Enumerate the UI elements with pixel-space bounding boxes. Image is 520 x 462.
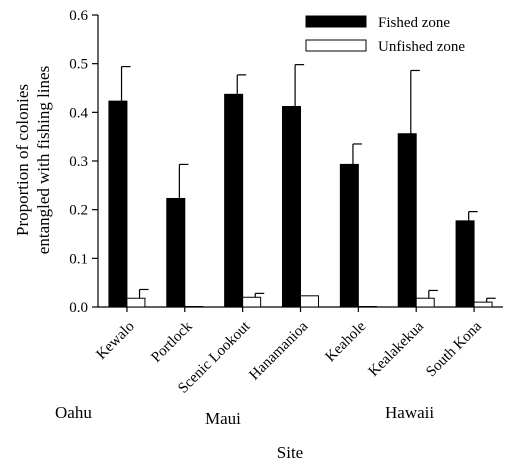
- y-tick-label: 0.3: [69, 154, 88, 170]
- island-label: Hawaii: [385, 403, 434, 422]
- y-axis-title-line-1: Proportion of colonies: [13, 84, 32, 236]
- y-axis-title-line-2: entangled with fishing lines: [34, 66, 53, 254]
- bar-fished: [455, 220, 475, 308]
- y-tick-label: 0.6: [69, 8, 88, 24]
- bar-unfished: [473, 301, 493, 308]
- island-label: Oahu: [55, 403, 92, 422]
- bar-fished: [397, 133, 417, 308]
- legend: Fished zone Unfished zone: [305, 15, 465, 55]
- bar-fished: [224, 93, 244, 308]
- bar-unfished: [126, 297, 146, 308]
- bar-unfished: [184, 306, 204, 308]
- y-axis: 0.0 0.1 0.2 0.3 0.4 0.5 0.6: [69, 8, 99, 316]
- bar-unfished: [415, 297, 435, 308]
- y-tick-label: 0.4: [69, 105, 88, 121]
- island-label: Maui: [205, 409, 241, 428]
- legend-swatch: [305, 15, 367, 28]
- legend-label: Unfished zone: [378, 39, 465, 55]
- bar-unfished: [300, 295, 319, 308]
- x-tick-label: Portlock: [148, 318, 196, 366]
- x-tick-label: Keahole: [323, 318, 370, 365]
- bar-fished: [108, 100, 128, 308]
- bar-unfished: [357, 306, 377, 308]
- y-tick-label: 0.2: [69, 203, 88, 219]
- bar-fished: [282, 105, 301, 308]
- island-group-labels: Oahu Maui Hawaii: [55, 403, 434, 428]
- x-tick-label: Kewalo: [93, 319, 137, 363]
- x-tick-label: Kealakekua: [366, 318, 428, 380]
- y-tick-label: 0.5: [69, 57, 88, 73]
- y-tick-label: 0.1: [69, 251, 88, 267]
- plot-area: [108, 64, 496, 308]
- legend-swatch: [305, 39, 367, 52]
- bar-unfished: [242, 296, 262, 308]
- x-tick-label: Hanamanioa: [246, 318, 311, 383]
- y-axis-title: Proportion of colonies entangled with fi…: [13, 66, 53, 254]
- bar-fished: [166, 197, 186, 308]
- x-axis-title: Site: [277, 443, 303, 462]
- y-tick-label: 0.0: [69, 300, 88, 316]
- legend-label: Fished zone: [378, 15, 450, 31]
- bar-fished: [339, 163, 359, 308]
- x-tick-label: South Kona: [423, 318, 485, 380]
